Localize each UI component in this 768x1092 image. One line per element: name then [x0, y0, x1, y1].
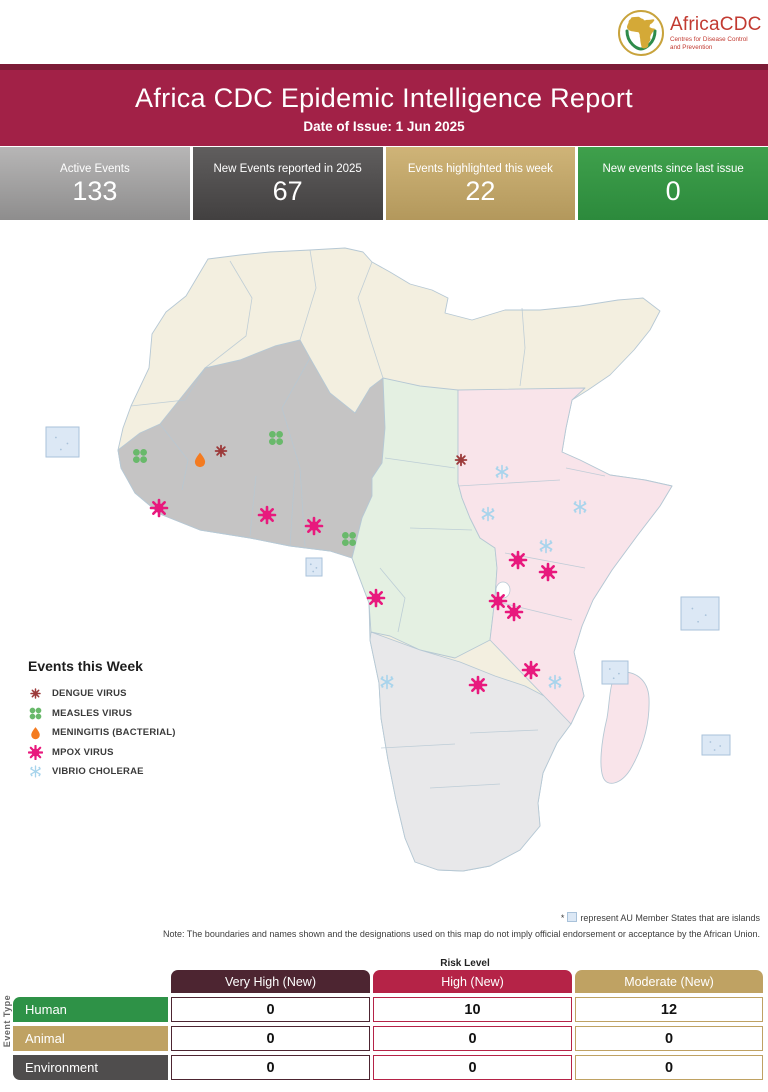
cell-human-moderate: 12 [575, 997, 763, 1022]
column-header-high: High (New) [373, 970, 572, 993]
region-madagascar [600, 671, 650, 784]
dengue-virus-icon [30, 688, 41, 699]
legend-title: Events this Week [28, 658, 143, 674]
legend-item-label: MEASLES VIRUS [52, 707, 133, 719]
risk-level-table: Risk Level Event Type Very High (New) Hi… [0, 956, 768, 1086]
island-state-box [45, 426, 80, 458]
stat-value: 22 [465, 176, 496, 207]
row-label-environment: Environment [13, 1055, 168, 1080]
summary-stats: Active Events 133 New Events reported in… [0, 147, 768, 220]
cell-environment-moderate: 0 [575, 1055, 763, 1080]
table-corner [13, 970, 168, 993]
vibrio-cholerae-icon [30, 765, 41, 778]
stat-new-since-last: New events since last issue 0 [578, 147, 768, 220]
stat-new-events-2025: New Events reported in 2025 67 [192, 147, 383, 220]
lake-victoria [495, 581, 511, 599]
map-notes: * represent AU Member States that are isl… [160, 912, 760, 939]
stat-label: New events since last issue [602, 162, 744, 175]
marker-mpox-icon [488, 591, 508, 611]
header-band: Africa CDC Epidemic Intelligence Report … [0, 64, 768, 146]
marker-mpox-icon [257, 505, 277, 525]
cell-human-high: 10 [373, 997, 572, 1022]
marker-mpox-icon [468, 675, 488, 695]
map-legend: Events this Week DENGUE VIRUS MEASLES VI… [28, 658, 258, 782]
logo-tagline-line1: Centres for Disease Control [670, 35, 748, 43]
date-of-issue: Date of Issue: 1 Jun 2025 [303, 118, 465, 134]
cell-animal-moderate: 0 [575, 1026, 763, 1051]
cell-animal-high: 0 [373, 1026, 572, 1051]
column-header-moderate: Moderate (New) [575, 970, 763, 993]
cell-environment-very-high: 0 [171, 1055, 370, 1080]
marker-mpox-icon [521, 660, 541, 680]
measles-virus-icon [29, 707, 42, 720]
island-state-box [680, 596, 720, 631]
legend-item-measles-virus: MEASLES VIRUS [28, 704, 258, 724]
stat-events-highlighted: Events highlighted this week 22 [385, 147, 576, 220]
island-state-box [601, 660, 629, 685]
boundary-note: Note: The boundaries and names shown and… [162, 929, 760, 939]
meningitis-icon [31, 727, 40, 740]
africa-gold-icon [626, 16, 656, 49]
legend-item-label: MENINGITIS (BACTERIAL) [52, 727, 176, 739]
legend-item-vibrio-cholerae: VIBRIO CHOLERAE [28, 762, 258, 782]
stat-value: 67 [272, 176, 303, 207]
stat-value: 0 [665, 176, 681, 207]
logo-brand: AfricaCDC [670, 13, 762, 35]
header-band-accent [0, 64, 768, 70]
africa-cdc-logo: AfricaCDC Centres for Disease Control an… [618, 8, 763, 58]
cell-environment-high: 0 [373, 1055, 572, 1080]
cell-human-very-high: 0 [171, 997, 370, 1022]
marker-mpox-icon [504, 602, 524, 622]
marker-dengue-icon [454, 453, 468, 467]
region-eastern-africa [457, 387, 673, 725]
island-state-box [701, 734, 731, 756]
stat-active-events: Active Events 133 [0, 147, 190, 220]
marker-dengue-icon [214, 444, 228, 458]
island-state-box [305, 557, 323, 577]
legend-item-dengue-virus: DENGUE VIRUS [28, 684, 258, 704]
stat-label: Active Events [60, 162, 130, 175]
island-member-state-boxes [45, 426, 731, 756]
row-label-human: Human [13, 997, 168, 1022]
region-southern-africa [369, 631, 572, 872]
marker-mpox-icon [366, 588, 386, 608]
cell-animal-very-high: 0 [171, 1026, 370, 1051]
risk-level-label: Risk Level [440, 958, 490, 969]
islands-note: * represent AU Member States that are isl… [560, 912, 760, 923]
mpox-virus-icon [28, 744, 43, 760]
country-borders [130, 249, 606, 789]
laurel-icon [625, 29, 657, 51]
stat-value: 133 [72, 176, 118, 207]
legend-item-mpox-virus: MPOX VIRUS [28, 743, 258, 763]
marker-mpox-icon [304, 516, 324, 536]
africa-epidemic-map [0, 228, 768, 912]
marker-mpox-icon [538, 562, 558, 582]
logo-tagline-line2: and Prevention [670, 43, 713, 51]
legend-item-label: DENGUE VIRUS [52, 688, 127, 700]
column-header-very-high: Very High (New) [171, 970, 370, 993]
page-title: Africa CDC Epidemic Intelligence Report [135, 82, 633, 113]
event-type-axis-label: Event Type [2, 994, 12, 1048]
legend-item-meningitis: MENINGITIS (BACTERIAL) [28, 723, 258, 743]
stat-label: New Events reported in 2025 [213, 162, 362, 175]
stat-label: Events highlighted this week [407, 162, 553, 175]
marker-mpox-icon [149, 498, 169, 518]
legend-item-label: MPOX VIRUS [52, 746, 114, 758]
marker-mpox-icon [508, 550, 528, 570]
island-box-icon [567, 912, 578, 922]
africa-cdc-emblem-icon [618, 10, 664, 56]
row-label-animal: Animal [13, 1026, 168, 1051]
legend-item-label: VIBRIO CHOLERAE [52, 766, 144, 778]
